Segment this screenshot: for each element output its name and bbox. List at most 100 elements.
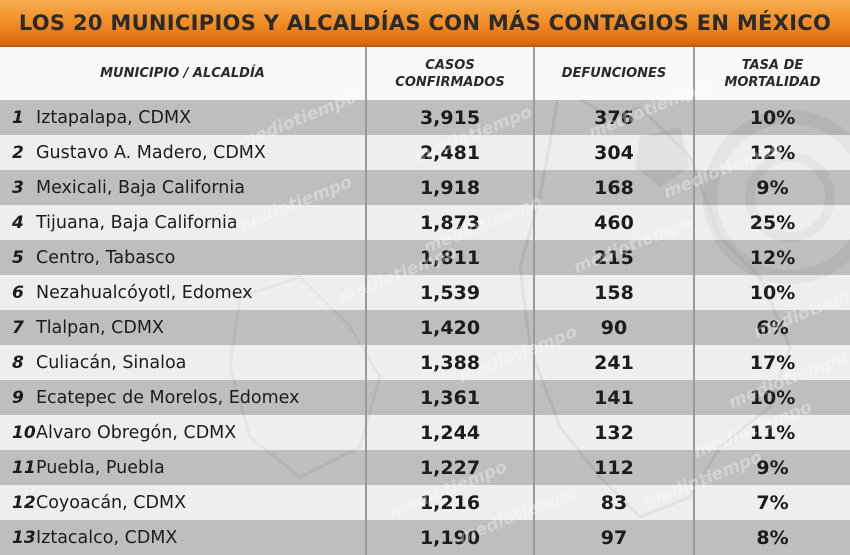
row-rank: 7 [12,317,24,338]
municipio-name: Coyoacán, CDMX [36,492,187,513]
table-row: 7 Tlalpan, CDMX 1,420 90 6% [0,310,850,345]
cell-defunciones: 215 [534,240,695,275]
cell-municipio: 7 Tlalpan, CDMX [0,310,367,345]
cell-tasa: 25% [694,205,850,240]
municipio-name: Tijuana, Baja California [36,212,238,233]
municipio-name: Mexicali, Baja California [36,177,245,198]
cell-casos: 3,915 [366,100,535,135]
cell-defunciones: 83 [534,485,695,520]
municipio-name: Tlalpan, CDMX [36,317,164,338]
cell-municipio: 1 Iztapalapa, CDMX [0,100,367,135]
title-bar: LOS 20 MUNICIPIOS Y ALCALDÍAS CON MÁS CO… [0,0,850,47]
column-header-tasa: TASA DE MORTALIDAD [694,47,850,100]
table-row: 2 Gustavo A. Madero, CDMX 2,481 304 12% [0,135,850,170]
cell-municipio: 4 Tijuana, Baja California [0,205,367,240]
table-body: 1 Iztapalapa, CDMX 3,915 376 10% 2 Gustavo A. … [0,100,850,555]
chart-title: LOS 20 MUNICIPIOS Y ALCALDÍAS CON MÁS CO… [18,10,832,35]
row-rank: 11 [12,457,36,478]
column-header-defunciones: DEFUNCIONES [534,47,695,100]
cell-tasa: 10% [694,275,850,310]
cell-tasa: 12% [694,135,850,170]
cell-tasa: 6% [694,310,850,345]
cell-municipio: 3 Mexicali, Baja California [0,170,367,205]
municipio-name: Iztacalco, CDMX [36,527,178,548]
row-rank: 4 [12,212,24,233]
cell-tasa: 11% [694,415,850,450]
row-rank: 5 [12,247,24,268]
cell-tasa: 12% [694,240,850,275]
cell-casos: 1,811 [366,240,535,275]
cell-defunciones: 460 [534,205,695,240]
data-table: MUNICIPIO / ALCALDÍA CASOS CONFIRMADOS D… [0,47,850,555]
cell-tasa: 9% [694,170,850,205]
municipio-name: Gustavo A. Madero, CDMX [36,142,266,163]
cell-defunciones: 97 [534,520,695,555]
table-row: 5 Centro, Tabasco 1,811 215 12% [0,240,850,275]
table-header-row: MUNICIPIO / ALCALDÍA CASOS CONFIRMADOS D… [0,47,850,100]
cell-municipio: 12Coyoacán, CDMX [0,485,367,520]
column-header-casos: CASOS CONFIRMADOS [366,47,535,100]
cell-casos: 1,539 [366,275,535,310]
cell-municipio: 9 Ecatepec de Morelos, Edomex [0,380,367,415]
municipio-name: Puebla, Puebla [36,457,165,478]
municipio-name: Centro, Tabasco [36,247,176,268]
cell-defunciones: 132 [534,415,695,450]
cell-defunciones: 168 [534,170,695,205]
cell-casos: 1,361 [366,380,535,415]
row-rank: 8 [12,352,24,373]
row-rank: 6 [12,282,24,303]
cell-casos: 1,918 [366,170,535,205]
cell-tasa: 8% [694,520,850,555]
cell-municipio: 5 Centro, Tabasco [0,240,367,275]
cell-casos: 1,873 [366,205,535,240]
cell-defunciones: 141 [534,380,695,415]
table-row: 10Alvaro Obregón, CDMX 1,244 132 11% [0,415,850,450]
table-row: 11Puebla, Puebla 1,227 112 9% [0,450,850,485]
row-rank: 12 [12,492,36,513]
table-row: 8 Culiacán, Sinaloa 1,388 241 17% [0,345,850,380]
cell-defunciones: 112 [534,450,695,485]
cell-municipio: 11Puebla, Puebla [0,450,367,485]
cell-casos: 1,216 [366,485,535,520]
cell-municipio: 8 Culiacán, Sinaloa [0,345,367,380]
cell-defunciones: 241 [534,345,695,380]
row-rank: 2 [12,142,24,163]
cell-municipio: 13Iztacalco, CDMX [0,520,367,555]
row-rank: 1 [12,107,24,128]
cell-tasa: 10% [694,380,850,415]
municipio-name: Culiacán, Sinaloa [36,352,187,373]
table-row: 3 Mexicali, Baja California 1,918 168 9% [0,170,850,205]
municipio-name: Ecatepec de Morelos, Edomex [36,387,300,408]
cell-casos: 1,420 [366,310,535,345]
table-row: 6 Nezahualcóyotl, Edomex 1,539 158 10% [0,275,850,310]
cell-defunciones: 304 [534,135,695,170]
cell-municipio: 10Alvaro Obregón, CDMX [0,415,367,450]
row-rank: 13 [12,527,36,548]
municipio-name: Alvaro Obregón, CDMX [36,422,237,443]
cell-casos: 1,388 [366,345,535,380]
cell-casos: 1,190 [366,520,535,555]
table-row: 9 Ecatepec de Morelos, Edomex 1,361 141 10% [0,380,850,415]
cell-casos: 1,244 [366,415,535,450]
cell-defunciones: 158 [534,275,695,310]
cell-tasa: 9% [694,450,850,485]
municipio-name: Nezahualcóyotl, Edomex [36,282,253,303]
table-row: 1 Iztapalapa, CDMX 3,915 376 10% [0,100,850,135]
row-rank: 3 [12,177,24,198]
cell-defunciones: 376 [534,100,695,135]
table-row: 12Coyoacán, CDMX 1,216 83 7% [0,485,850,520]
cell-casos: 1,227 [366,450,535,485]
cell-municipio: 6 Nezahualcóyotl, Edomex [0,275,367,310]
table-row: 4 Tijuana, Baja California 1,873 460 25% [0,205,850,240]
cell-tasa: 10% [694,100,850,135]
cell-casos: 2,481 [366,135,535,170]
cell-defunciones: 90 [534,310,695,345]
cell-municipio: 2 Gustavo A. Madero, CDMX [0,135,367,170]
table-row: 13Iztacalco, CDMX 1,190 97 8% [0,520,850,555]
column-header-municipio: MUNICIPIO / ALCALDÍA [0,47,367,100]
row-rank: 10 [12,422,36,443]
municipio-name: Iztapalapa, CDMX [36,107,192,128]
cell-tasa: 17% [694,345,850,380]
cell-tasa: 7% [694,485,850,520]
row-rank: 9 [12,387,24,408]
